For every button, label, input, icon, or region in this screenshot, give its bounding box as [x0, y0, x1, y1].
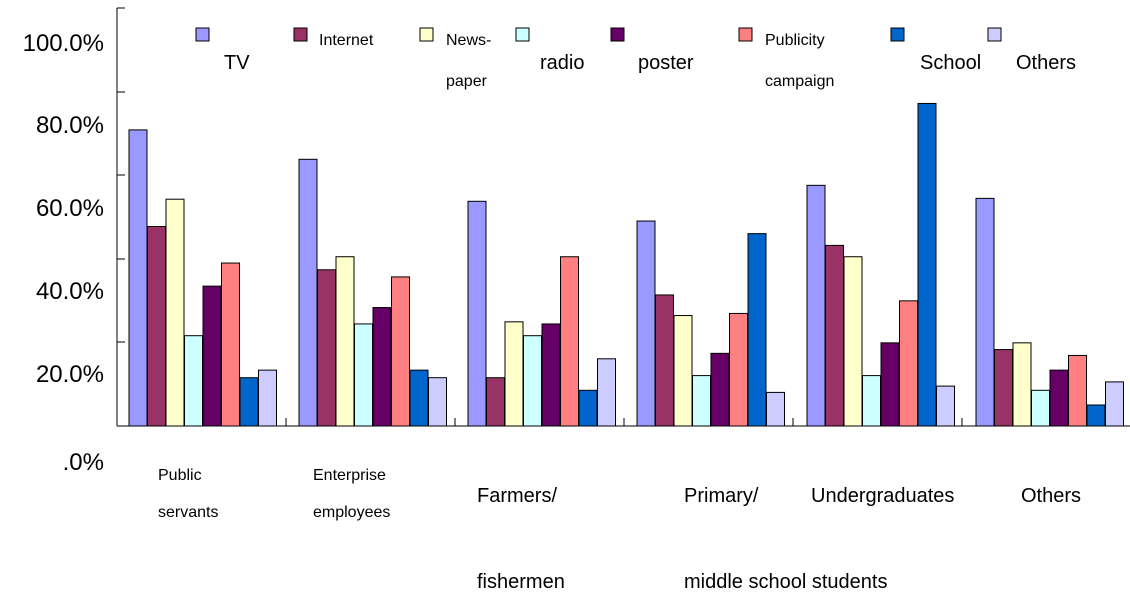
y-tick-label: 20.0%: [36, 361, 104, 388]
bar: [673, 315, 693, 427]
bar: [806, 184, 826, 427]
bar: [975, 197, 995, 427]
bar: [147, 226, 166, 427]
bar: [128, 129, 148, 427]
legend-label: Internet: [319, 32, 374, 49]
legend-swatch: [610, 27, 625, 42]
legend-label: radio: [540, 52, 584, 74]
x-category-label: Farmers/: [477, 485, 557, 507]
bar: [862, 375, 881, 427]
bar: [317, 269, 336, 427]
chart-axes: [116, 7, 1130, 427]
bar: [692, 375, 711, 427]
chart-bars: [128, 102, 1124, 427]
bar: [597, 358, 616, 427]
bar: [239, 377, 259, 427]
bar: [1105, 381, 1124, 427]
bar: [372, 307, 392, 427]
legend-label: School: [920, 52, 981, 74]
bar: [880, 342, 900, 427]
bar: [541, 323, 561, 427]
bar: [936, 385, 955, 427]
bar: [335, 256, 355, 427]
legend-label: campaign: [765, 73, 834, 90]
y-tick-label: .0%: [63, 449, 104, 476]
x-category-label: Undergraduates: [811, 485, 954, 507]
bar: [523, 335, 542, 427]
bar: [486, 377, 505, 427]
bar: [1049, 369, 1069, 427]
legend-swatch: [987, 27, 1002, 42]
legend-label: Others: [1016, 52, 1076, 74]
bar: [1031, 389, 1050, 427]
bar: [994, 349, 1013, 427]
legend-label: paper: [446, 73, 488, 90]
bar: [1068, 354, 1087, 427]
x-category-labels: Public servants Enterprise employees Farmers…: [158, 467, 1081, 592]
bar: [825, 244, 844, 427]
bar: [467, 200, 487, 427]
x-category-label: Enterprise: [313, 467, 386, 484]
x-category-label: Primary/: [684, 485, 759, 507]
bar: [747, 233, 767, 427]
legend-swatch: [419, 27, 434, 42]
x-category-label: Public: [158, 467, 202, 484]
x-category-label: servants: [158, 504, 218, 521]
bar: [560, 256, 579, 427]
y-tick-label: 60.0%: [36, 195, 104, 222]
bar: [165, 198, 185, 427]
bar: [202, 285, 222, 427]
bar: [391, 276, 410, 427]
x-category-label: middle school students: [684, 571, 887, 592]
chart-legend: TV Internet News-paper radio poster Publicity…: [195, 27, 1076, 90]
y-tick-label: 40.0%: [36, 278, 104, 305]
legend-label: poster: [638, 52, 694, 74]
bar: [258, 369, 277, 427]
bar: [843, 256, 863, 427]
bar: [578, 389, 598, 427]
bar: [354, 323, 373, 427]
bar: [917, 102, 937, 427]
x-category-label: employees: [313, 504, 390, 521]
bar: [655, 294, 674, 427]
bar: [710, 352, 730, 427]
x-category-label: Others: [1021, 485, 1081, 507]
bar: [298, 158, 318, 427]
legend-label: Publicity: [765, 32, 825, 49]
legend-label: TV: [224, 52, 250, 74]
x-category-label: fishermen: [477, 571, 565, 592]
legend-swatch: [890, 27, 905, 42]
legend-swatch: [515, 27, 530, 42]
legend-swatch: [293, 27, 308, 42]
bar: [409, 369, 429, 427]
y-tick-label: 80.0%: [36, 112, 104, 139]
bar: [729, 312, 748, 427]
bar: [221, 262, 240, 427]
legend-swatch: [738, 27, 753, 42]
bar: [1086, 404, 1106, 427]
bar: [184, 335, 203, 427]
y-tick-label: 100.0%: [23, 30, 104, 57]
legend-swatch: [195, 27, 210, 42]
bar: [636, 220, 656, 427]
bar: [428, 377, 447, 427]
y-tick-labels: .0% 20.0% 40.0% 60.0% 80.0% 100.0%: [23, 30, 104, 476]
legend-label: News-: [446, 32, 491, 49]
bar: [899, 300, 918, 427]
bar: [1012, 342, 1032, 427]
bar: [766, 391, 785, 427]
bar: [504, 321, 524, 427]
